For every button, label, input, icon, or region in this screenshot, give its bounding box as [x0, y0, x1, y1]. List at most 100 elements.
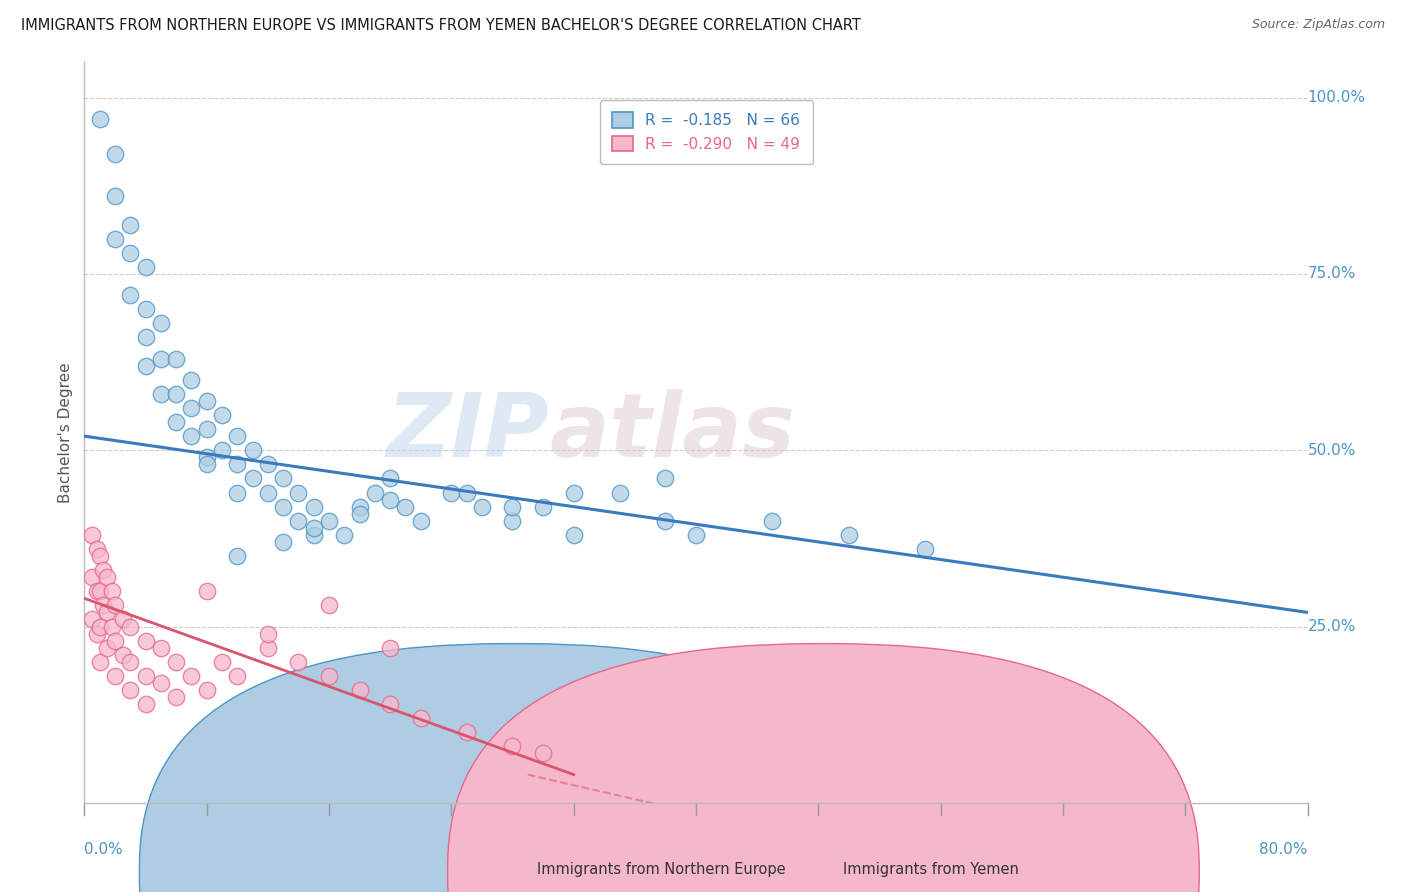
Point [120, 619, 142, 633]
Point [135, 260, 157, 274]
Point [302, 500, 325, 514]
Point [318, 599, 340, 613]
Point [502, 739, 524, 754]
Point [135, 633, 157, 648]
Point [101, 619, 124, 633]
Point [149, 387, 172, 401]
Point [89, 655, 111, 669]
Point [195, 683, 218, 698]
Point [111, 648, 134, 662]
Point [120, 655, 142, 669]
Point [180, 669, 202, 683]
Point [562, 485, 585, 500]
Point [226, 485, 249, 500]
Point [380, 640, 402, 655]
Point [531, 747, 554, 761]
Point [96, 606, 118, 620]
Point [86, 584, 108, 599]
Text: 80.0%: 80.0% [1260, 841, 1308, 856]
Point [226, 429, 249, 443]
Point [104, 633, 127, 648]
Point [135, 330, 157, 344]
FancyBboxPatch shape [447, 644, 1199, 892]
Point [761, 514, 783, 528]
Point [80, 612, 103, 626]
Point [180, 373, 202, 387]
Point [149, 640, 172, 655]
Y-axis label: Bachelor's Degree: Bachelor's Degree [58, 362, 73, 503]
Point [91, 599, 114, 613]
Text: 25.0%: 25.0% [1308, 619, 1355, 634]
Point [165, 351, 187, 366]
Point [165, 690, 187, 704]
Point [685, 528, 707, 542]
Point [257, 485, 280, 500]
Point [120, 218, 142, 232]
Text: 75.0%: 75.0% [1308, 267, 1355, 282]
Text: 0.0%: 0.0% [84, 841, 124, 856]
Point [165, 655, 187, 669]
Text: atlas: atlas [550, 389, 794, 476]
Point [257, 640, 280, 655]
Point [242, 471, 264, 485]
Point [89, 619, 111, 633]
Point [287, 485, 309, 500]
FancyBboxPatch shape [139, 644, 891, 892]
Point [349, 500, 371, 514]
Point [120, 245, 142, 260]
Point [96, 640, 118, 655]
Point [86, 541, 108, 556]
Point [257, 626, 280, 640]
Point [838, 528, 860, 542]
Point [195, 458, 218, 472]
Point [609, 485, 631, 500]
Point [226, 669, 249, 683]
Text: Immigrants from Northern Europe: Immigrants from Northern Europe [537, 862, 786, 877]
Point [287, 655, 309, 669]
Point [135, 359, 157, 373]
Point [195, 584, 218, 599]
Point [135, 669, 157, 683]
Point [86, 626, 108, 640]
Point [104, 147, 127, 161]
Point [364, 485, 387, 500]
Point [89, 549, 111, 563]
Point [120, 288, 142, 302]
Point [271, 500, 294, 514]
Text: ZIP: ZIP [387, 389, 550, 476]
Point [149, 676, 172, 690]
Point [211, 655, 233, 669]
Point [271, 535, 294, 549]
Point [135, 302, 157, 317]
Point [531, 500, 554, 514]
Text: 50.0%: 50.0% [1308, 442, 1355, 458]
Point [104, 669, 127, 683]
Point [257, 458, 280, 472]
Point [165, 387, 187, 401]
Point [502, 500, 524, 514]
Point [211, 443, 233, 458]
Point [104, 189, 127, 203]
Point [318, 669, 340, 683]
Legend: R =  -0.185   N = 66, R =  -0.290   N = 49: R = -0.185 N = 66, R = -0.290 N = 49 [599, 100, 813, 164]
Point [91, 563, 114, 577]
Point [471, 500, 494, 514]
Point [242, 443, 264, 458]
Text: 100.0%: 100.0% [1308, 90, 1365, 105]
Point [456, 725, 478, 739]
Point [380, 697, 402, 711]
Point [180, 401, 202, 415]
Point [89, 584, 111, 599]
Point [914, 541, 936, 556]
Point [502, 514, 524, 528]
Point [101, 584, 124, 599]
Point [165, 415, 187, 429]
Point [89, 112, 111, 126]
Point [226, 458, 249, 472]
Point [562, 528, 585, 542]
Text: Source: ZipAtlas.com: Source: ZipAtlas.com [1251, 18, 1385, 31]
Point [226, 549, 249, 563]
Text: IMMIGRANTS FROM NORTHERN EUROPE VS IMMIGRANTS FROM YEMEN BACHELOR'S DEGREE CORRE: IMMIGRANTS FROM NORTHERN EUROPE VS IMMIG… [21, 18, 860, 33]
Point [195, 422, 218, 436]
Point [195, 393, 218, 408]
